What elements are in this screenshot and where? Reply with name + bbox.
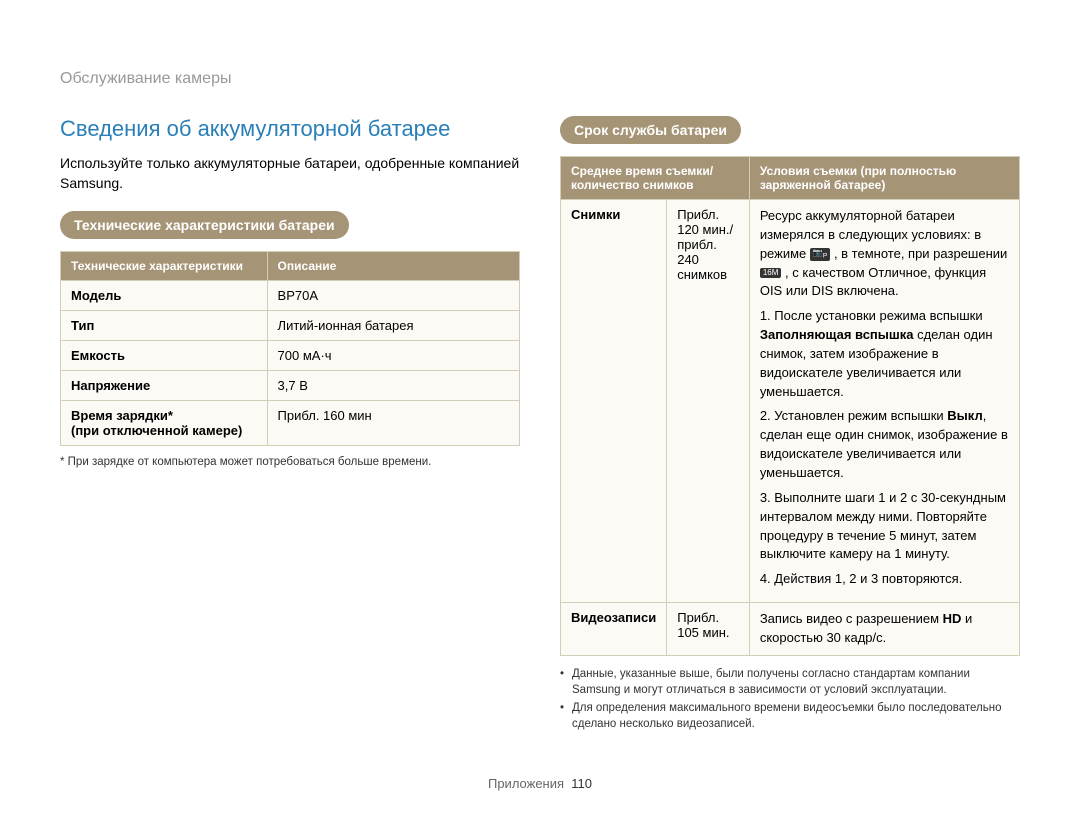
content-columns: Сведения об аккумуляторной батарее Испол… bbox=[60, 116, 1020, 734]
section-title: Сведения об аккумуляторной батарее bbox=[60, 116, 520, 142]
spec-value: Литий-ионная батарея bbox=[267, 311, 519, 341]
table-row: Видеозаписи Прибл. 105 мин. Запись видео… bbox=[561, 603, 1020, 656]
spec-label: Тип bbox=[61, 311, 268, 341]
life-pill: Срок службы батареи bbox=[560, 116, 741, 144]
table-row: Снимки Прибл. 120 мин./ прибл. 240 снимк… bbox=[561, 200, 1020, 603]
spec-value: 3,7 В bbox=[267, 371, 519, 401]
right-column: Срок службы батареи Среднее время съемки… bbox=[560, 116, 1020, 734]
cond-text: , с качеством Отличное, функция OIS или … bbox=[760, 265, 986, 299]
life-row-mid: Прибл. 120 мин./ прибл. 240 снимков bbox=[667, 200, 750, 603]
life-row-mid: Прибл. 105 мин. bbox=[667, 603, 750, 656]
table-row: Напряжение 3,7 В bbox=[61, 371, 520, 401]
footnote-item: Данные, указанные выше, были получены со… bbox=[560, 666, 1020, 698]
page-number: Приложения 110 bbox=[0, 776, 1080, 791]
resolution-icon: 16M bbox=[760, 268, 782, 278]
step-text: 4. Действия 1, 2 и 3 повторяются. bbox=[760, 570, 1009, 589]
life-row-label: Видеозаписи bbox=[561, 603, 667, 656]
spec-pill: Технические характеристики батареи bbox=[60, 211, 349, 239]
spec-footnote: * При зарядке от компьютера может потреб… bbox=[60, 456, 520, 468]
cond-text: Запись видео с разрешением bbox=[760, 611, 943, 626]
spec-table: Технические характеристики Описание Моде… bbox=[60, 251, 520, 446]
spec-th-1: Технические характеристики bbox=[61, 252, 268, 281]
spec-value: BP70A bbox=[267, 281, 519, 311]
step-text: 2. Установлен режим вспышки bbox=[760, 408, 947, 423]
table-row: Время зарядки* (при отключенной камере) … bbox=[61, 401, 520, 446]
spec-value: 700 мА·ч bbox=[267, 341, 519, 371]
left-column: Сведения об аккумуляторной батарее Испол… bbox=[60, 116, 520, 734]
table-row: Модель BP70A bbox=[61, 281, 520, 311]
hd-label: HD bbox=[943, 611, 962, 626]
spec-value: Прибл. 160 мин bbox=[267, 401, 519, 446]
footnote-item: Для определения максимального времени ви… bbox=[560, 700, 1020, 732]
life-th-1: Среднее время съемки/ количество снимков bbox=[561, 157, 750, 200]
spec-label: Модель bbox=[61, 281, 268, 311]
spec-label: Напряжение bbox=[61, 371, 268, 401]
step-text: 1. После установки режима вспышки bbox=[760, 308, 983, 323]
spec-label: Емкость bbox=[61, 341, 268, 371]
page-header: Обслуживание камеры bbox=[60, 70, 1020, 88]
page-num: 110 bbox=[571, 776, 592, 791]
table-row: Емкость 700 мА·ч bbox=[61, 341, 520, 371]
life-row-label: Снимки bbox=[561, 200, 667, 603]
intro-text: Используйте только аккумуляторные батаре… bbox=[60, 154, 520, 193]
step-text: 3. Выполните шаги 1 и 2 с 30-секундным и… bbox=[760, 489, 1009, 564]
spec-th-2: Описание bbox=[267, 252, 519, 281]
spec-label: Время зарядки* (при отключенной камере) bbox=[61, 401, 268, 446]
cond-text: , в темноте, при разрешении bbox=[834, 246, 1007, 261]
footnote-list: Данные, указанные выше, были получены со… bbox=[560, 666, 1020, 732]
table-row: Тип Литий-ионная батарея bbox=[61, 311, 520, 341]
life-row-conditions: Ресурс аккумуляторной батареи измерялся … bbox=[749, 200, 1019, 603]
camera-mode-icon: 📷P bbox=[810, 248, 830, 261]
step-bold: Выкл bbox=[947, 408, 982, 423]
page-label: Приложения bbox=[488, 776, 564, 791]
step-bold: Заполняющая вспышка bbox=[760, 327, 914, 342]
life-table: Среднее время съемки/ количество снимков… bbox=[560, 156, 1020, 656]
life-th-2: Условия съемки (при полностью заряженной… bbox=[749, 157, 1019, 200]
life-row-conditions: Запись видео с разрешением HD и скорость… bbox=[749, 603, 1019, 656]
